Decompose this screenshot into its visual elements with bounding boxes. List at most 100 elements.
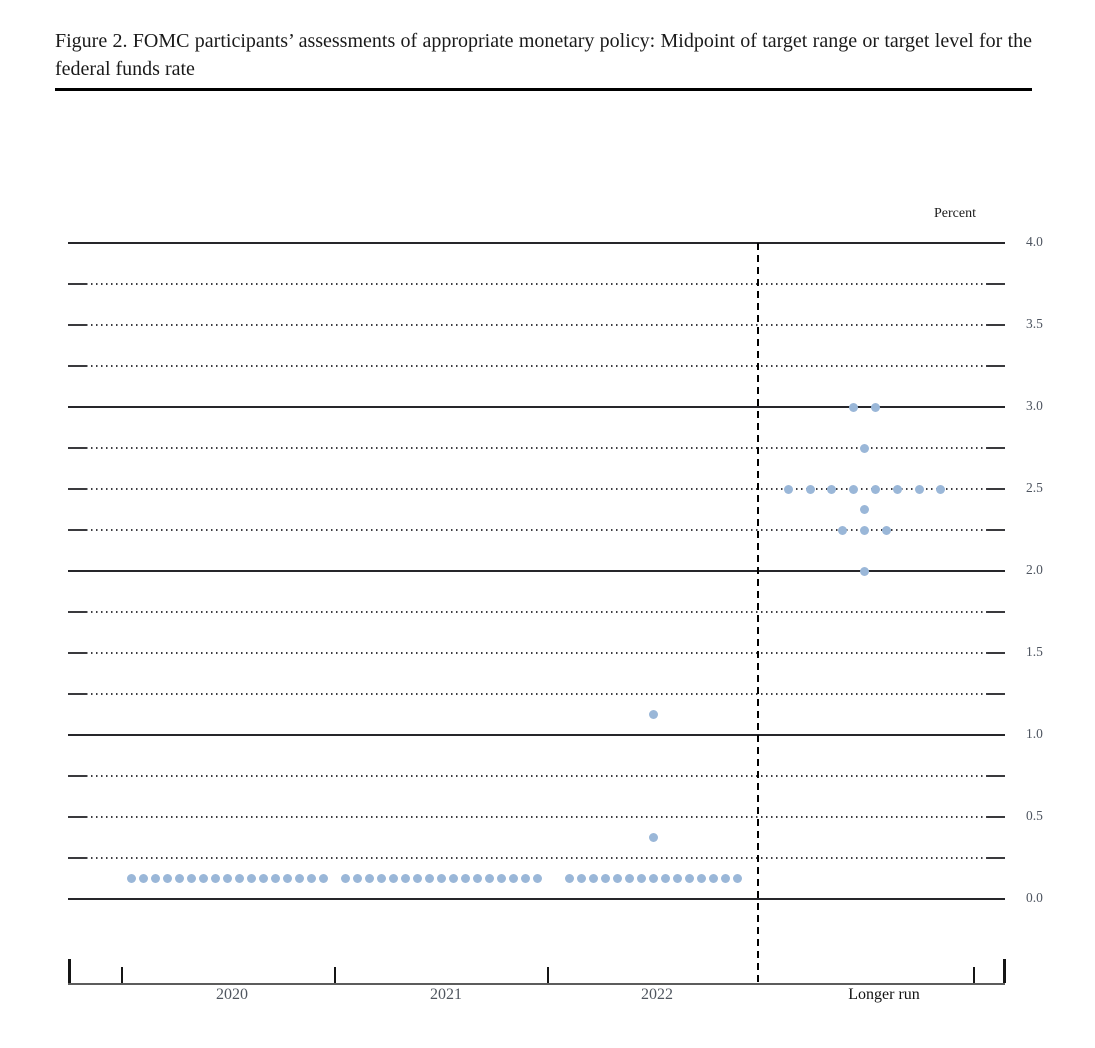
gridline-left-tick (68, 775, 86, 777)
participant-dot (624, 874, 634, 883)
participant-dot (684, 874, 694, 883)
participant-dot (376, 874, 386, 883)
participant-dot (914, 484, 924, 494)
participant-dot (783, 484, 793, 494)
participant-dot (636, 874, 646, 883)
participant-dot (162, 874, 172, 883)
participant-dot (282, 874, 292, 883)
gridline-left-tick (68, 857, 86, 859)
y-tick-label: 0.0 (1026, 890, 1043, 905)
gridline-dotted (86, 447, 987, 449)
gridline-dotted (86, 488, 987, 490)
participant-dot (576, 874, 586, 883)
x-axis-label: Longer run (848, 986, 920, 1003)
gridline-dotted (86, 365, 987, 367)
x-axis-tick (334, 967, 336, 983)
participant-dot (210, 874, 220, 883)
gridline-dotted (86, 857, 987, 859)
gridline-left-tick (68, 693, 86, 695)
participant-dot (472, 874, 482, 883)
gridline-left-tick (68, 488, 86, 490)
participant-dot (150, 874, 160, 883)
participant-dot (860, 566, 869, 576)
participant-dot (600, 874, 610, 883)
participant-dot (126, 874, 136, 883)
participant-dot (364, 874, 374, 883)
gridline-right-tick (987, 447, 1005, 449)
gridline-dotted (86, 283, 987, 285)
participant-dot (294, 874, 304, 883)
participant-dot (448, 874, 458, 883)
participant-dot (400, 874, 410, 883)
participant-dot (460, 874, 470, 883)
participant-dot (805, 484, 815, 494)
participant-dot (870, 484, 880, 494)
y-tick-label: 0.5 (1026, 808, 1043, 823)
gridline-left-tick (68, 652, 86, 654)
gridline-dotted (86, 652, 987, 654)
participant-dot (270, 874, 280, 883)
gridline-left-tick (68, 447, 86, 449)
gridline-dotted (86, 693, 987, 695)
participant-dot (827, 484, 837, 494)
y-tick-label: 2.0 (1026, 562, 1043, 577)
gridline-right-tick (987, 652, 1005, 654)
participant-dot (881, 525, 891, 535)
x-axis-end-tick (1003, 959, 1006, 983)
gridline-right-tick (987, 324, 1005, 326)
participant-dot (318, 874, 328, 883)
y-axis-unit-label: Percent (934, 206, 976, 221)
participant-dot (870, 402, 880, 412)
gridline-right-tick (987, 488, 1005, 490)
participant-dot (588, 874, 598, 883)
participant-dot (708, 874, 718, 883)
participant-dot (696, 874, 706, 883)
gridline-left-tick (68, 365, 86, 367)
participant-dot (936, 484, 946, 494)
participant-dot (892, 484, 902, 494)
gridline-right-tick (987, 529, 1005, 531)
participant-dot (564, 874, 574, 883)
participant-dot (508, 874, 518, 883)
x-axis-line (68, 983, 1005, 985)
y-tick-label: 3.5 (1026, 316, 1043, 331)
participant-dot (388, 874, 398, 883)
participant-dot (424, 874, 434, 883)
participant-dot (532, 874, 542, 883)
gridline-solid (68, 406, 1005, 408)
participant-dot (352, 874, 362, 883)
participant-dot (186, 874, 196, 883)
x-axis-label: 2021 (430, 986, 462, 1003)
participant-dot (849, 402, 859, 412)
x-axis-end-tick (68, 959, 71, 983)
participant-dot (648, 833, 658, 842)
gridline-solid (68, 570, 1005, 572)
participant-dot (660, 874, 670, 883)
participant-dot (648, 710, 658, 719)
gridline-dotted (86, 324, 987, 326)
participant-dot (849, 484, 859, 494)
participant-dot (672, 874, 682, 883)
gridline-solid (68, 898, 1005, 900)
participant-dot (732, 874, 742, 883)
gridline-dotted (86, 816, 987, 818)
participant-dot (484, 874, 494, 883)
gridline-dotted (86, 529, 987, 531)
participant-dot (520, 874, 530, 883)
gridline-right-tick (987, 611, 1005, 613)
participant-dot (246, 874, 256, 883)
gridline-right-tick (987, 775, 1005, 777)
gridline-left-tick (68, 529, 86, 531)
gridline-right-tick (987, 283, 1005, 285)
participant-dot (234, 874, 244, 883)
participant-dot (340, 874, 350, 883)
longer-run-separator-line (757, 243, 760, 983)
participant-dot (860, 525, 869, 535)
gridline-left-tick (68, 611, 86, 613)
participant-dot (222, 874, 232, 883)
gridline-left-tick (68, 324, 86, 326)
gridline-left-tick (68, 283, 86, 285)
gridline-right-tick (987, 365, 1005, 367)
